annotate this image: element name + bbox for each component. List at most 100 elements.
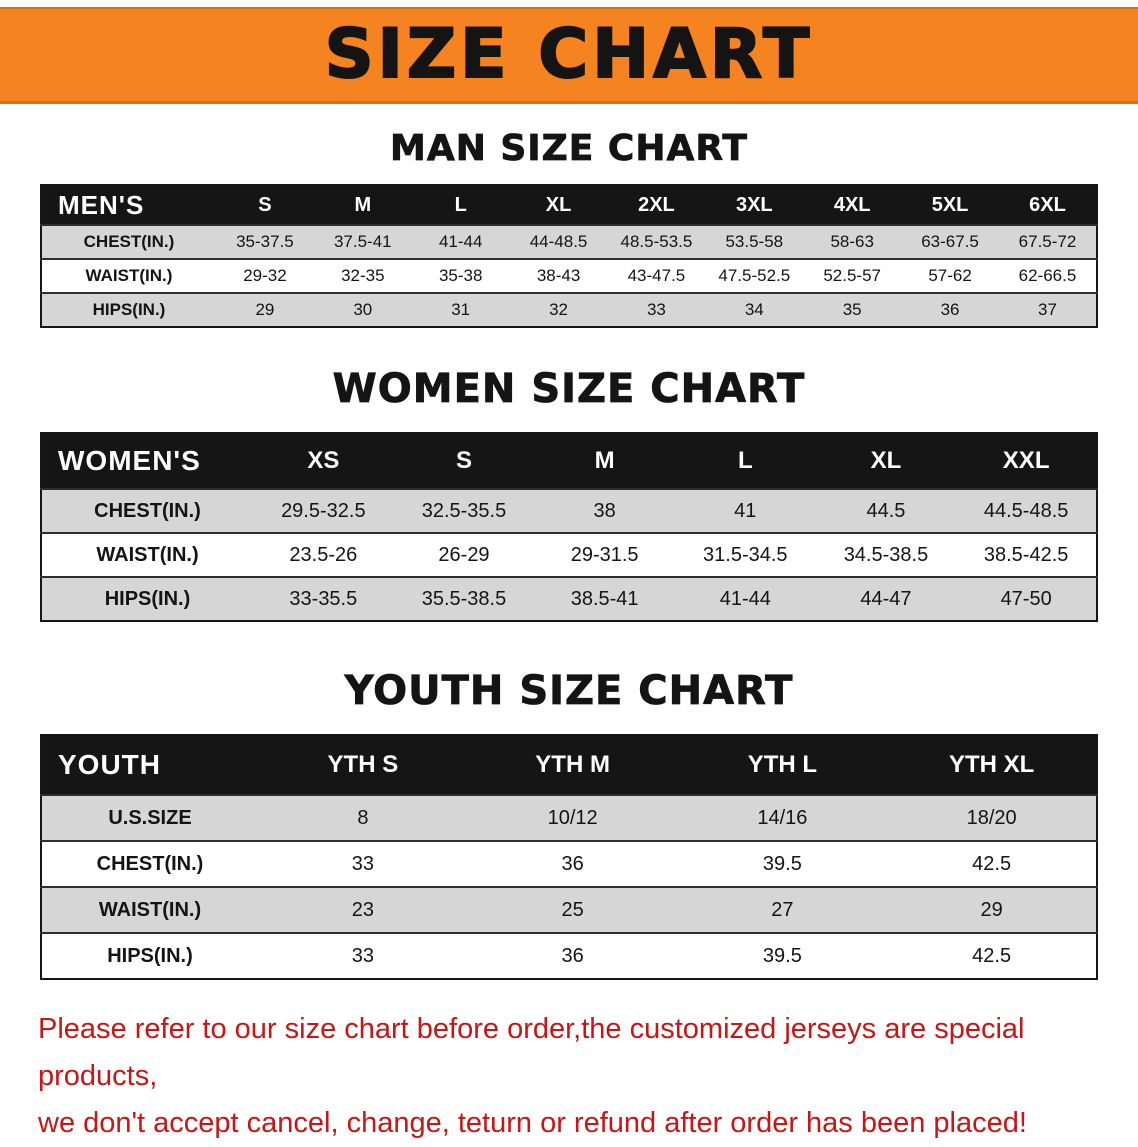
value-cell: 62-66.5 [1018,266,1077,286]
value-cell: 67.5-72 [1018,232,1077,252]
row-label-cell: CHEST(IN.) [83,232,175,252]
value-cell: 47.5-52.5 [718,266,791,286]
row-label-cell: CHEST(IN.) [94,499,201,522]
men-size-chart-section: MAN SIZE CHART MEN'S S M L XL 2XL 3XL 4XL 5XL 6XL… [0,104,1138,329]
value-cell: 29 [980,898,1003,921]
value-cell: 41-44 [719,587,771,610]
banner: SIZE CHART [0,7,1138,104]
size-column-header: XXL [956,433,1097,490]
table-title-cell: MEN'S [41,185,216,226]
row-label-cell: WAIST(IN.) [85,266,173,286]
value-cell: 39.5 [762,944,802,967]
size-column-header: YTH XL [887,735,1097,796]
value-cell: 33 [351,852,374,875]
table-row: WAIST(IN.) 23 25 27 29 [41,887,1097,934]
women-size-table: WOMEN'S XS S M L XL XXL CHEST(IN.) 29.5-32.5 32.5… [40,432,1098,623]
value-cell: 37 [1038,300,1057,320]
value-cell: 26-29 [438,543,490,566]
value-cell: 32-35 [341,266,385,286]
value-cell: 38.5-41 [570,587,639,610]
value-cell: 34 [744,300,764,320]
value-cell: 58-63 [830,232,874,252]
table-header-row: YOUTH YTH S YTH M YTH L YTH XL [41,735,1097,796]
value-cell: 57-62 [928,266,972,286]
value-cell: 31 [451,300,471,320]
value-cell: 63-67.5 [921,232,979,252]
value-cell: 47-50 [1000,587,1052,610]
table-row: CHEST(IN.) 29.5-32.5 32.5-35.5 38 41 44.5 44.5… [41,489,1097,534]
disclaimer-line-2: we don't accept cancel, change, teturn o… [38,1107,1027,1140]
value-cell: 25 [561,898,584,921]
women-section-heading: WOMEN SIZE CHART [332,366,806,413]
youth-size-chart-section: YOUTH SIZE CHART YOUTH YTH S YTH M YTH L YTH… [0,622,1138,981]
value-cell: 48.5-53.5 [620,232,693,252]
size-column-header: XL [815,433,957,490]
value-cell: 10/12 [547,806,598,829]
row-label-cell: U.S.SIZE [108,806,192,829]
size-column-header: L [411,185,510,226]
size-column-header: 3XL [705,185,804,226]
value-cell: 43-47.5 [627,266,686,286]
table-row: HIPS(IN.) 33-35.5 35.5-38.5 38.5-41 41-44 44-… [41,577,1097,622]
size-column-header: L [674,433,816,490]
table-header-row: WOMEN'S XS S M L XL XXL [41,433,1097,490]
table-row: CHEST(IN.) 33 36 39.5 42.5 [41,841,1097,888]
value-cell: 35-37.5 [236,232,294,252]
table-row: HIPS(IN.) 33 36 39.5 42.5 [41,933,1097,980]
size-column-header: S [393,433,535,490]
value-cell: 29.5-32.5 [281,499,366,522]
value-cell: 33 [646,300,666,320]
size-column-header: 6XL [999,185,1097,226]
value-cell: 35-38 [438,266,483,286]
value-cell: 52.5-57 [823,266,882,286]
page-title: SIZE CHART [324,15,814,94]
value-cell: 36 [940,300,960,320]
value-cell: 44-47 [860,587,912,610]
disclaimer: Please refer to our size chart before or… [0,1006,1138,1147]
size-column-header: XS [253,433,394,490]
value-cell: 32 [549,300,569,320]
value-cell: 35.5-38.5 [421,587,507,610]
table-row: U.S.SIZE 8 10/12 14/16 18/20 [41,795,1097,842]
size-column-header: M [313,185,412,226]
row-label-cell: WAIST(IN.) [98,898,202,921]
value-cell: 33-35.5 [289,587,358,610]
value-cell: 33 [351,944,374,967]
women-size-chart-section: WOMEN SIZE CHART WOMEN'S XS S M L XL XXL CHEST(… [0,328,1138,623]
value-cell: 39.5 [762,852,802,875]
value-cell: 37.5-41 [333,232,392,252]
value-cell: 44.5 [866,499,906,522]
table-header-row: MEN'S S M L XL 2XL 3XL 4XL 5XL 6XL [41,185,1097,226]
value-cell: 41 [734,499,757,522]
row-label-cell: HIPS(IN.) [92,300,166,320]
value-cell: 38.5-42.5 [983,543,1069,566]
value-cell: 44-48.5 [529,232,588,252]
table-row: WAIST(IN.) 23.5-26 26-29 29-31.5 31.5-34.5 34… [41,533,1097,578]
value-cell: 36 [561,852,584,875]
size-column-header: S [216,185,314,226]
row-label-cell: HIPS(IN.) [104,587,191,610]
row-label-cell: WAIST(IN.) [96,543,199,566]
value-cell: 42.5 [972,944,1012,967]
value-cell: 14/16 [757,806,808,829]
value-cell: 53.5-58 [725,232,784,252]
value-cell: 27 [771,898,794,921]
value-cell: 29-32 [243,266,287,286]
value-cell: 23 [351,898,374,921]
table-row: HIPS(IN.) 29 30 31 32 33 34 35 36 37 [41,293,1097,328]
value-cell: 8 [357,806,369,829]
size-column-header: 4XL [803,185,902,226]
size-column-header: 2XL [607,185,706,226]
value-cell: 36 [561,944,584,967]
men-size-table: MEN'S S M L XL 2XL 3XL 4XL 5XL 6XL CHEST(IN.) 35-37… [40,184,1098,329]
value-cell: 38-43 [536,266,581,286]
table-title-cell: WOMEN'S [41,433,253,490]
value-cell: 34.5-38.5 [843,543,929,566]
men-section-heading: MAN SIZE CHART [390,128,748,170]
row-label-cell: HIPS(IN.) [107,944,193,967]
row-label-cell: CHEST(IN.) [96,852,204,875]
size-column-header: 5XL [901,185,999,226]
size-chart-page: SIZE CHART MAN SIZE CHART MEN'S S M L XL 2XL 3… [0,7,1138,1147]
table-title-cell: YOUTH [41,735,258,796]
value-cell: 38 [593,499,616,522]
